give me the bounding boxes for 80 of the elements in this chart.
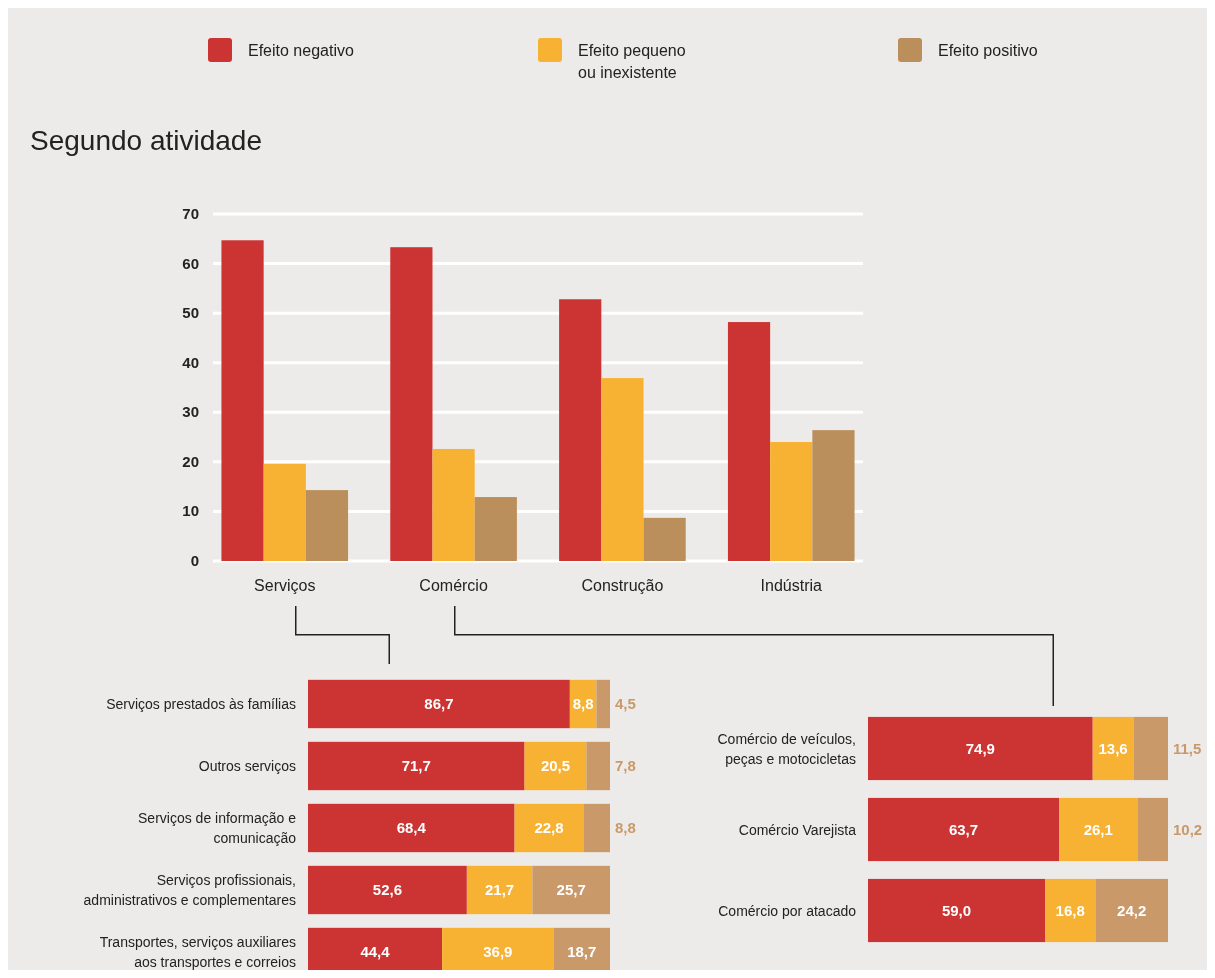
bar [1045,878,1096,943]
y-tick-label: 60 [182,254,199,272]
data-label: 63,7 [948,820,979,838]
data-label: 11,5 [1173,739,1202,757]
y-tick-label: 20 [182,452,199,470]
bar [586,741,610,791]
y-tick-label: Comércio de veículos, peças e motocicletas [717,730,856,767]
bar [868,716,1093,781]
bar [1095,878,1168,943]
bar [466,865,533,915]
bar [514,803,584,853]
bar [432,448,475,561]
data-label: 20,5 [540,757,571,774]
bar [1133,716,1168,781]
bar [308,803,515,853]
data-label: 36,9 [483,943,513,960]
y-tick-label: Transportes, serviços auxiliares aos transportes e correios [99,934,296,970]
bar [770,442,813,561]
data-label: 22,8 [534,819,564,836]
chart-title: Segundo atividade [30,125,262,156]
legend-label: Efeito pequeno ou inexistente [578,42,686,81]
bar [524,741,587,791]
bar [474,497,517,561]
data-label: 44,4 [360,943,391,960]
bar [583,803,610,853]
bar [643,517,686,561]
bar [1059,797,1138,862]
bar [868,878,1045,943]
x-tick-label: Construção [581,577,664,594]
data-label: 8,8 [615,819,636,836]
y-tick-label: Comércio por atacado [718,902,857,919]
y-tick-label: Serviços de informação e comunicação [138,810,297,846]
y-tick-label: 50 [182,304,199,322]
legend-label: Efeito negativo [248,42,354,59]
y-tick-label: 70 [182,205,199,222]
y-tick-label: Comércio Varejista [738,821,857,838]
data-label: 16,8 [1055,901,1085,919]
y-tick-label: 30 [182,403,199,421]
bar [1092,716,1134,781]
bar [812,430,855,561]
data-label: 68,4 [396,819,427,836]
bar [727,322,771,561]
data-label: 86,7 [424,695,454,712]
data-label: 10,2 [1173,820,1203,838]
bar [1137,797,1168,862]
data-label: 4,5 [615,695,636,712]
data-label: 7,8 [615,757,636,774]
x-tick-label: Serviços [254,577,316,594]
data-label: 71,7 [401,757,431,774]
data-label: 52,6 [372,881,403,898]
data-label: 13,6 [1098,739,1128,757]
bar [308,865,467,915]
bar [596,679,610,729]
bar [601,378,644,561]
x-tick-label: Indústria [760,577,823,594]
bar [390,247,433,561]
data-label: 26,1 [1083,820,1113,838]
bar [263,463,306,561]
y-tick-label: Serviços profissionais, administrativos e complementares [83,872,296,908]
y-tick-label: Serviços prestados às famílias [106,696,296,712]
y-tick-label: 10 [182,502,199,520]
bar [221,240,264,561]
data-label: 8,8 [572,695,594,712]
data-label: 21,7 [485,881,515,898]
bar [308,741,525,791]
bar [868,797,1060,862]
data-label: 59,0 [941,901,972,919]
data-label: 24,2 [1117,901,1147,919]
bar [308,679,570,729]
y-tick-label: Outros serviços [198,758,296,774]
bar [532,865,610,915]
legend-label: Efeito positivo [938,42,1038,59]
data-label: 74,9 [965,739,995,757]
bar [559,299,602,561]
data-label: 25,7 [556,881,586,898]
y-tick-label: 40 [182,353,199,371]
x-tick-label: Comércio [419,577,488,594]
data-label: 18,7 [567,943,597,960]
bar [305,490,349,561]
y-tick-label: 0 [190,552,199,569]
